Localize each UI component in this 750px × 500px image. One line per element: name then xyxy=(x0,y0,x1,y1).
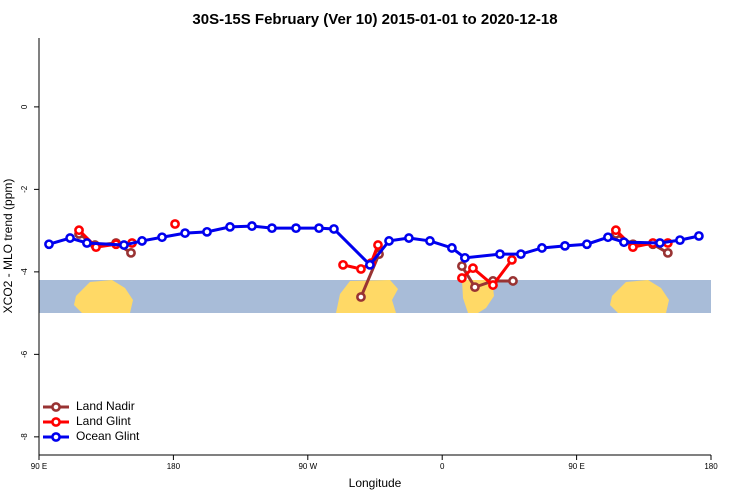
y-tick-label: -4 xyxy=(20,268,29,276)
data-point xyxy=(457,273,467,283)
data-point xyxy=(119,240,129,250)
data-point xyxy=(655,238,665,248)
x-axis-label: Longitude xyxy=(349,476,402,490)
legend-marker xyxy=(51,402,61,412)
data-point xyxy=(507,255,517,265)
data-point xyxy=(694,231,704,241)
x-tick-label: 180 xyxy=(167,462,181,471)
x-tick-label: 0 xyxy=(440,462,445,471)
y-tick-label: -2 xyxy=(20,185,29,193)
land-australia xyxy=(74,280,133,313)
data-point xyxy=(137,236,147,246)
data-point xyxy=(291,223,301,234)
y-tick-label: -8 xyxy=(20,433,29,441)
data-point xyxy=(373,240,383,250)
y-tick-label: -6 xyxy=(20,350,29,358)
data-point xyxy=(508,276,518,286)
data-point xyxy=(582,239,592,250)
data-point xyxy=(560,240,570,251)
data-point xyxy=(356,292,366,302)
data-point xyxy=(126,247,136,258)
land-africa xyxy=(462,280,494,313)
data-point xyxy=(202,226,212,237)
data-point xyxy=(74,225,84,236)
data-point xyxy=(157,232,167,243)
data-point xyxy=(170,219,180,229)
data-point xyxy=(65,233,75,243)
data-point xyxy=(603,232,613,243)
data-point xyxy=(488,280,498,290)
legend-label: Land Nadir xyxy=(76,399,135,413)
y-axis-label: XCO2 - MLO trend (ppm) xyxy=(1,179,15,314)
data-point xyxy=(459,252,470,263)
data-point xyxy=(470,282,480,293)
data-point xyxy=(338,259,348,270)
data-point xyxy=(314,223,324,234)
data-point xyxy=(610,225,621,236)
data-point xyxy=(468,263,478,274)
chart-title: 30S-15S February (Ver 10) 2015-01-01 to … xyxy=(192,11,557,28)
data-point xyxy=(675,235,685,246)
data-point xyxy=(247,221,257,231)
data-point xyxy=(662,247,673,258)
data-point xyxy=(515,249,526,260)
y-tick-label: 0 xyxy=(20,104,29,109)
data-point xyxy=(180,228,190,238)
series-line xyxy=(77,229,668,288)
legend-label: Ocean Glint xyxy=(76,429,140,443)
legend-marker xyxy=(51,432,61,442)
legend-marker xyxy=(51,417,61,427)
data-point xyxy=(365,259,375,270)
land-australia xyxy=(610,280,669,313)
data-point xyxy=(457,261,467,271)
data-point xyxy=(356,264,366,274)
data-point xyxy=(495,249,505,260)
data-point xyxy=(537,243,547,253)
data-point xyxy=(384,236,394,246)
data-point xyxy=(425,236,435,246)
x-tick-label: 90 E xyxy=(568,462,584,471)
data-point xyxy=(447,243,457,253)
data-point xyxy=(627,242,638,253)
land-south-america xyxy=(336,280,398,313)
x-tick-label: 90 W xyxy=(298,462,317,471)
data-point xyxy=(225,222,235,232)
data-point xyxy=(619,237,629,248)
data-point xyxy=(82,238,92,248)
data-point xyxy=(403,233,414,243)
data-point xyxy=(44,239,54,250)
x-tick-label: 90 E xyxy=(31,462,47,471)
data-point xyxy=(267,223,277,234)
data-point xyxy=(329,224,339,234)
x-tick-label: 180 xyxy=(704,462,718,471)
map-strip xyxy=(39,280,711,313)
legend-label: Land Glint xyxy=(76,414,131,428)
